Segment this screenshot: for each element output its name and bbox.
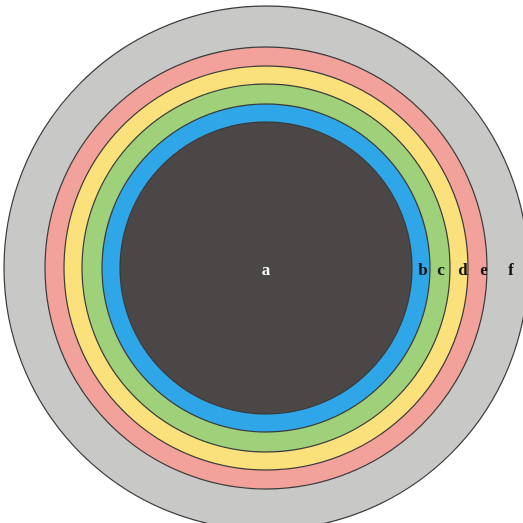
- ring-label-f: f: [508, 260, 514, 279]
- ring-label-b: b: [418, 260, 427, 279]
- ring-label-a: a: [262, 260, 271, 279]
- ring-label-e: e: [480, 260, 488, 279]
- ring-label-c: c: [437, 260, 445, 279]
- ring-a: [119, 121, 413, 415]
- ring-label-d: d: [458, 260, 468, 279]
